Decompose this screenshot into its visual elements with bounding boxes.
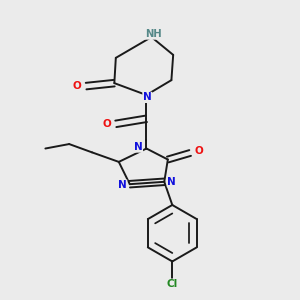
Text: O: O bbox=[103, 119, 111, 129]
Text: N: N bbox=[167, 177, 176, 187]
Text: N: N bbox=[143, 92, 152, 102]
Text: O: O bbox=[73, 81, 82, 91]
Text: N: N bbox=[134, 142, 142, 152]
Text: N: N bbox=[118, 180, 127, 190]
Text: Cl: Cl bbox=[167, 279, 178, 289]
Text: O: O bbox=[194, 146, 203, 157]
Text: NH: NH bbox=[145, 29, 161, 39]
